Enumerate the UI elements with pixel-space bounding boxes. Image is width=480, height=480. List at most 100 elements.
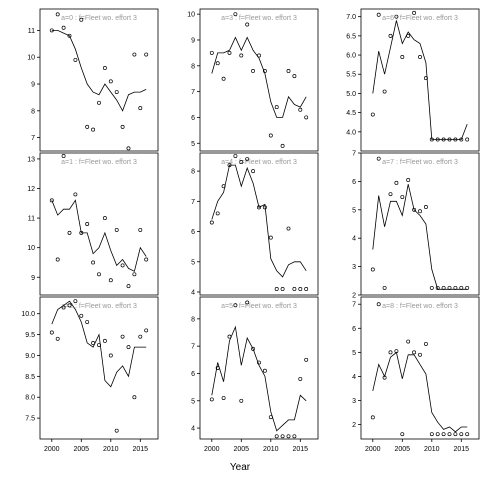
observed-point [120,124,125,129]
observed-point [400,55,405,59]
observed-point [67,33,72,38]
observed-point [435,137,440,142]
observed-point [286,434,291,439]
observed-point [465,285,470,290]
observed-point [400,195,405,199]
y-tick-label: 8 [191,316,195,323]
observed-point [91,260,96,265]
observed-point [97,272,101,277]
observed-point [221,184,226,189]
x-tick-label: 2000 [44,446,60,453]
fitted-line [372,20,468,140]
observed-point [441,432,446,437]
observed-point [280,143,285,148]
observed-point [215,61,220,66]
observed-point [274,287,279,291]
observed-point [138,334,143,339]
observed-point [280,434,285,439]
y-tick-label: 3 [352,398,356,405]
x-tick-label: 2005 [74,446,90,453]
observed-point [298,287,303,291]
panel-frame [39,296,159,440]
y-tick-label: 4 [191,426,195,433]
observed-point [108,278,113,283]
x-tick-label: 2010 [424,446,440,453]
observed-point [120,263,125,268]
observed-point [304,357,309,362]
observed-point [79,230,84,235]
observed-point [382,285,387,290]
observed-point [370,415,375,420]
panel-0: a=0 : f=Fleet wo. effort 3 7 8 9 10 11 [27,8,159,152]
observed-point [268,235,273,240]
observed-point [257,53,261,58]
observed-point [233,154,238,158]
panel-5: a=7 : f=Fleet wo. effort 3 2 3 4 5 6 7 [352,151,480,300]
observed-point [292,434,297,439]
y-tick-label: 6 [191,371,195,378]
observed-point [423,341,428,346]
observed-point [262,69,267,73]
y-tick-label: 7.0 [346,14,356,21]
observed-point [418,209,422,214]
y-tick-label: 11 [28,216,35,223]
fitted-line [211,164,307,278]
observed-point [447,285,452,290]
y-tick-label: 9 [191,37,195,44]
y-tick-label: 11 [28,28,35,35]
y-tick-label: 9 [31,275,35,282]
y-tick-label: 6 [352,326,356,333]
observed-point [233,12,238,17]
y-tick-label: 7 [191,89,195,96]
observed-point [91,127,96,132]
panel-frame [360,296,480,440]
observed-point [67,230,72,235]
y-tick-label: 8 [191,63,195,70]
observed-point [239,160,244,165]
observed-point [126,146,131,151]
observed-point [114,428,119,433]
observed-point [138,106,143,111]
y-tick-label: 6.5 [346,33,356,40]
observed-point [257,205,261,210]
y-tick-label: 5.0 [346,91,356,98]
observed-point [97,343,101,347]
observed-point [376,302,381,307]
observed-point [227,163,232,168]
fitted-line [211,325,307,432]
observed-point [132,52,137,57]
observed-point [280,287,285,291]
fitted-line [372,184,468,290]
observed-point [114,227,119,232]
observed-point [215,211,220,216]
y-tick-label: 2 [352,293,356,300]
observed-point [465,137,470,142]
y-tick-label: 13 [27,156,35,163]
observed-point [85,222,90,226]
x-axis-label: Year [230,462,251,473]
y-tick-label: 10 [187,12,195,19]
observed-point [441,285,446,290]
y-tick-label: 9.0 [25,353,35,360]
y-tick-label: 7 [31,135,35,142]
observed-point [144,328,149,333]
y-tick-label: 7 [352,151,356,158]
fitted-line [51,300,147,388]
observed-point [429,137,434,142]
observed-point [126,284,131,289]
observed-point [388,192,393,197]
observed-point [298,107,303,112]
observed-point [209,397,214,402]
y-tick-label: 7 [352,302,356,309]
observed-point [459,137,464,142]
y-tick-label: 4 [352,236,356,243]
y-tick-label: 4 [352,374,356,381]
y-tick-label: 8 [191,169,195,176]
panel-8: a=8 : f=Fleet wo. effort 3 2 3 4 5 6 7 2000 2005… [352,296,480,453]
panel-title: a=7 : f=Fleet wo. effort 3 [382,159,458,166]
observed-point [79,17,84,22]
panel-title: a=2 : f=Fleet wo. effort 3 [61,303,137,310]
observed-point [453,285,458,290]
observed-point [257,360,261,365]
observed-point [394,180,399,185]
